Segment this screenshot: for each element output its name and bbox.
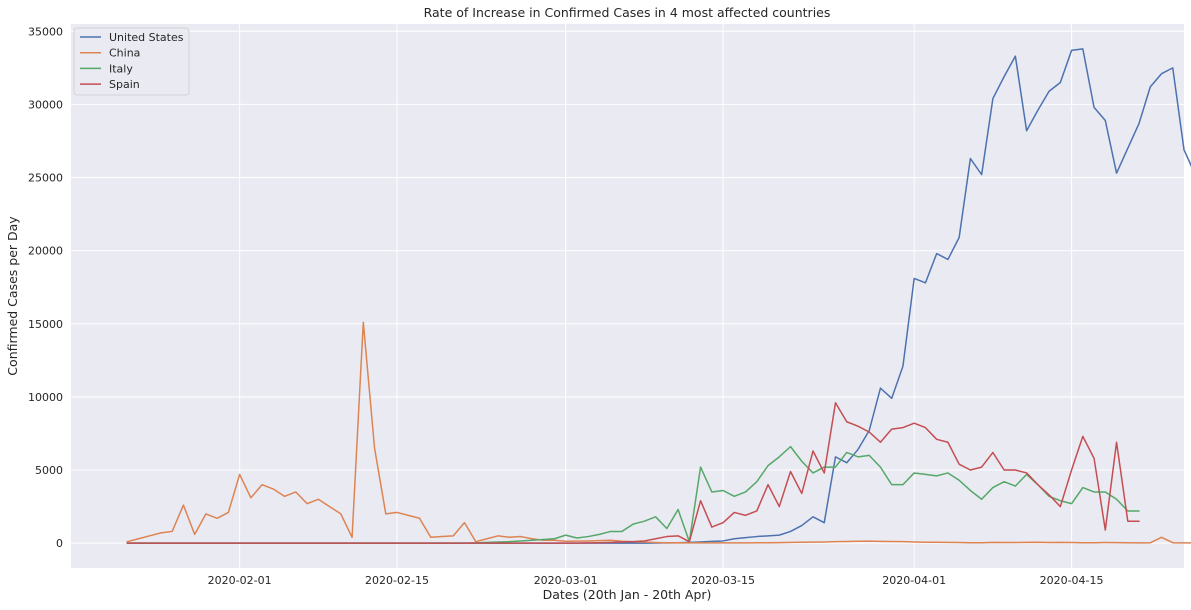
x-tick-label-0: 2020-02-01 — [208, 574, 272, 587]
legend-label-italy: Italy — [109, 62, 133, 75]
y-gridlines — [71, 30, 1184, 544]
x-tick-label-3: 2020-03-15 — [691, 574, 755, 587]
y-tick-label-4: 20000 — [28, 245, 63, 258]
x-tick-label-2: 2020-03-01 — [534, 574, 598, 587]
y-tick-label-7: 35000 — [28, 25, 63, 38]
y-tick-label-1: 5000 — [35, 464, 63, 477]
x-axis-title: Dates (20th Jan - 20th Apr) — [543, 587, 712, 602]
x-tick-labels: 2020-02-01 2020-02-15 2020-03-01 2020-03-15… — [208, 574, 1104, 587]
legend-box — [73, 27, 190, 96]
legend: United States China Italy Spain — [73, 27, 190, 96]
series-line-china — [126, 321, 1191, 544]
x-tick-label-1: 2020-02-15 — [365, 574, 429, 587]
y-tick-label-3: 15000 — [28, 318, 63, 331]
x-tick-label-5: 2020-04-15 — [1040, 574, 1104, 587]
y-axis-title: Confirmed Cases per Day — [5, 216, 20, 376]
series-lines — [126, 48, 1191, 544]
legend-label-spain: Spain — [109, 78, 140, 91]
series-line-spain — [126, 402, 1140, 544]
legend-label-united-states: United States — [109, 31, 184, 44]
x-gridlines — [239, 24, 1073, 568]
y-tick-label-5: 25000 — [28, 172, 63, 185]
legend-label-china: China — [109, 47, 140, 60]
y-tick-label-0: 0 — [56, 537, 63, 550]
y-tick-label-2: 10000 — [28, 391, 63, 404]
plot-area — [71, 24, 1184, 568]
x-tick-label-4: 2020-04-01 — [882, 574, 946, 587]
y-tick-label-6: 30000 — [28, 98, 63, 111]
chart-title: Rate of Increase in Confirmed Cases in 4… — [424, 5, 831, 20]
y-tick-labels: 0 5000 10000 15000 20000 25000 30000 35000 — [28, 25, 63, 550]
